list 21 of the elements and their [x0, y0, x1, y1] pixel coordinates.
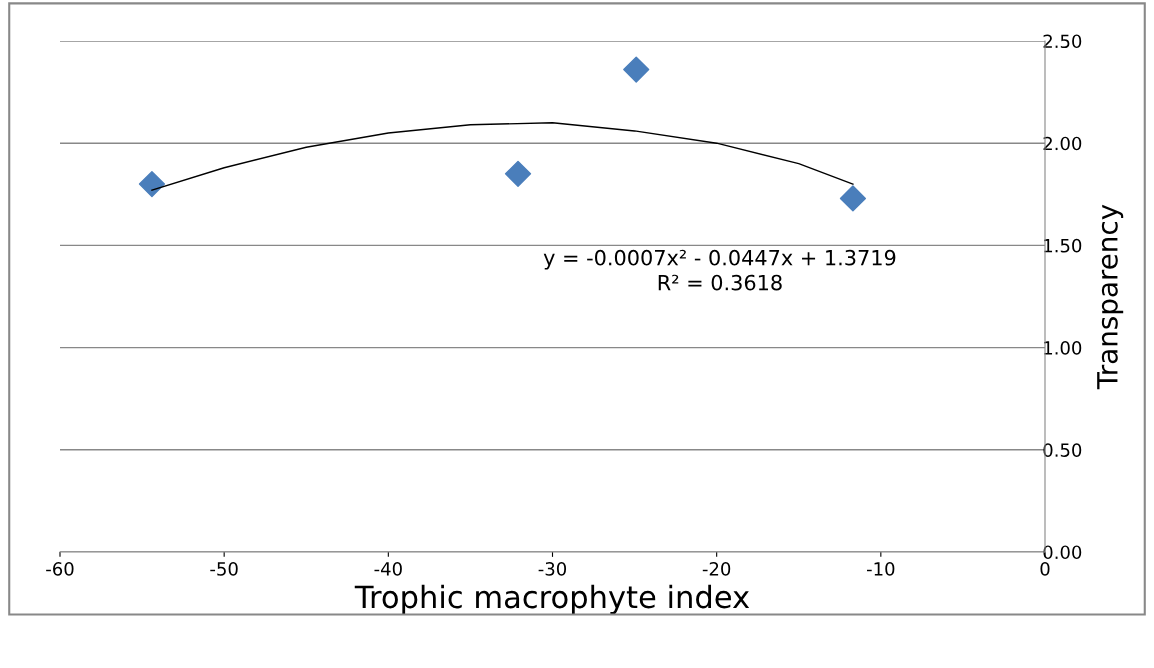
- x-tick-label: -20: [702, 562, 731, 576]
- x-tick-label: -60: [46, 562, 74, 576]
- x-tick-label: -50: [210, 562, 238, 576]
- x-tick-label: -40: [374, 562, 402, 576]
- x-tick-label: -10: [866, 562, 895, 576]
- point: [839, 185, 867, 212]
- y-tick-label: 1.50: [1044, 238, 1082, 253]
- point: [138, 170, 166, 198]
- y-tick-label: 1.00: [1044, 341, 1082, 355]
- y-tick-label: 0.00: [1043, 545, 1082, 560]
- y-tick-label: 0.50: [1043, 443, 1082, 457]
- x-tick-label: 0: [1040, 562, 1050, 576]
- annotation: y = -0.0007x² - 0.0447x + 1.3719: [543, 249, 896, 270]
- y-tick-label: 2.00: [1043, 136, 1082, 151]
- x-axis-title: Trophic macrophyte index: [354, 584, 750, 615]
- point: [623, 56, 650, 83]
- y-tick-label: 2.50: [1043, 34, 1082, 49]
- point: [504, 160, 532, 187]
- x-tick-label: -30: [538, 562, 567, 576]
- annotation: R² = 0.3618: [658, 274, 782, 291]
- y-axis-title: Transparency: [1097, 204, 1124, 390]
